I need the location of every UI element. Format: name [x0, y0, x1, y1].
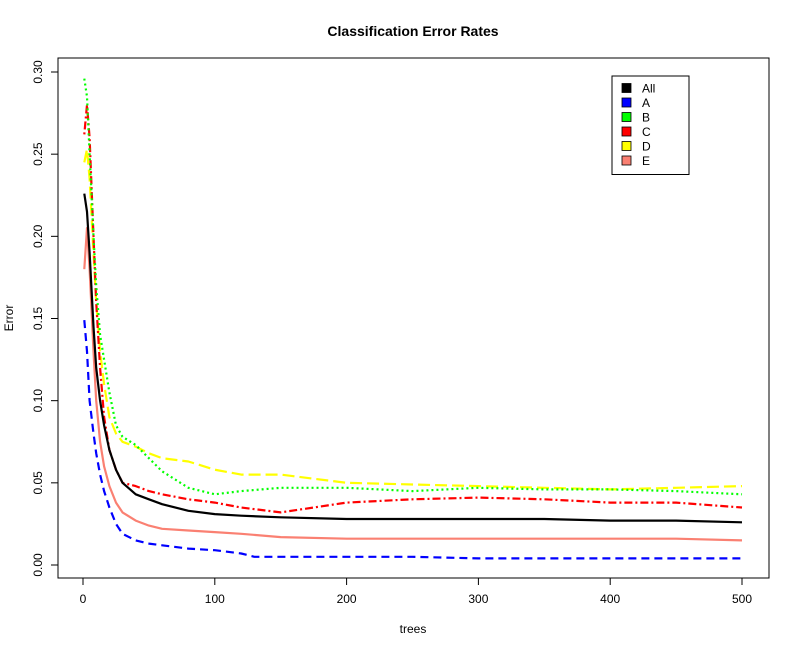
- series-line-b: [83, 78, 743, 496]
- series-line-d: [83, 148, 743, 491]
- y-tick-label: 0.05: [31, 471, 45, 495]
- y-axis-label: Error: [2, 305, 16, 332]
- legend-label-b: B: [642, 111, 650, 125]
- x-tick-label: 300: [468, 592, 488, 606]
- x-tick-label: 400: [600, 592, 620, 606]
- series-line-c: [83, 103, 743, 514]
- y-tick-label: 0.30: [31, 60, 45, 84]
- legend-label-a: A: [642, 96, 650, 110]
- x-axis-label: trees: [400, 622, 427, 636]
- x-tick-label: 0: [80, 592, 87, 606]
- legend-swatch-a: [621, 97, 632, 108]
- x-tick-label: 200: [337, 592, 357, 606]
- y-axis: 0.00 0.05 0.10 0.15 0.20 0.25 0.30: [31, 60, 59, 577]
- legend-label-e: E: [642, 154, 650, 168]
- y-tick-label: 0.25: [31, 142, 45, 166]
- x-tick-label: 500: [732, 592, 752, 606]
- series-line-a: [83, 320, 742, 560]
- series-line-all: [83, 193, 743, 524]
- x-axis: 0 100 200 300 400 500: [80, 577, 752, 606]
- legend-swatch-all: [621, 83, 632, 93]
- y-tick-label: 0.10: [31, 389, 45, 413]
- legend-swatch-e: [621, 155, 632, 166]
- legend-swatch-d: [621, 141, 632, 151]
- y-tick-label: 0.00: [31, 553, 45, 577]
- chart-title: Classification Error Rates: [327, 23, 498, 39]
- y-tick-label: 0.20: [31, 224, 45, 248]
- legend-swatch-b: [621, 112, 632, 122]
- y-tick-label: 0.15: [31, 306, 45, 330]
- x-tick-label: 100: [205, 592, 225, 606]
- legend-label-c: C: [642, 125, 651, 139]
- series-line-e: [83, 227, 743, 542]
- plot-area: [83, 78, 743, 560]
- legend-label-d: D: [642, 140, 651, 154]
- legend-label-all: All: [642, 82, 655, 96]
- legend-swatch-c: [621, 126, 632, 137]
